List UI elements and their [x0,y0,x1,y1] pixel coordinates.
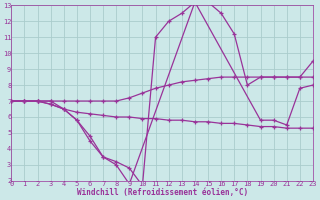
X-axis label: Windchill (Refroidissement éolien,°C): Windchill (Refroidissement éolien,°C) [76,188,248,197]
